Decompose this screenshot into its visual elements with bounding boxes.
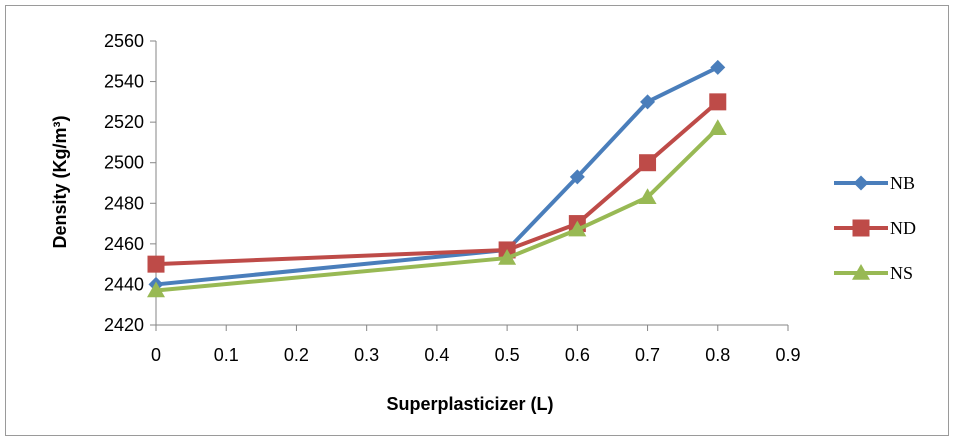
chart-frame <box>5 5 949 436</box>
series-nb <box>148 59 726 292</box>
data-point-nd <box>709 93 727 111</box>
x-tick-label: 0.7 <box>635 345 660 365</box>
legend-marker <box>853 175 869 191</box>
data-point-ns <box>498 249 517 265</box>
y-tick-label: 2440 <box>104 274 144 294</box>
x-tick-label: 0.2 <box>284 345 309 365</box>
x-tick-label: 0.9 <box>775 345 800 365</box>
legend-marker <box>852 219 870 237</box>
y-tick-label: 2500 <box>104 153 144 173</box>
data-point-ns <box>638 188 657 204</box>
y-tick-label: 2480 <box>104 193 144 213</box>
x-tick-label: 0.8 <box>705 345 730 365</box>
legend-item-nd: ND <box>834 218 916 238</box>
series-line-ns <box>155 126 720 293</box>
axes: 2420 2440 2460 2480 2500 2520 2540 2560 0 0.1 0.2 0… <box>104 31 801 365</box>
legend-item-nb: NB <box>834 173 915 193</box>
legend-item-ns: NS <box>834 263 913 283</box>
x-tick-label: 0.4 <box>424 345 449 365</box>
legend-label: NB <box>890 173 915 193</box>
series-line-nd <box>155 100 720 267</box>
legend: NB ND NS <box>834 173 916 283</box>
data-point-nd <box>147 255 165 273</box>
x-axis-title: Superplasticizer (L) <box>386 394 553 414</box>
x-tick-label: 0.5 <box>495 345 520 365</box>
data-point-nd <box>639 154 657 172</box>
y-tick-label: 2460 <box>104 234 144 254</box>
data-point-nb <box>569 169 585 185</box>
series-ns <box>147 119 727 298</box>
y-axis-title: Density (Kg/m³) <box>50 115 70 248</box>
series-layer <box>147 59 727 298</box>
data-point-nb <box>710 59 726 75</box>
data-point-nb <box>640 94 656 110</box>
y-tick-label: 2560 <box>104 31 144 51</box>
x-tick-label: 0.1 <box>214 345 239 365</box>
data-point-ns <box>568 220 587 237</box>
series-nd <box>147 93 727 273</box>
y-tick-label: 2420 <box>104 315 144 335</box>
legend-label: ND <box>890 218 916 238</box>
x-tick-label: 0.3 <box>354 345 379 365</box>
legend-marker <box>852 264 870 280</box>
y-tick-label: 2540 <box>104 72 144 92</box>
y-tick-label: 2520 <box>104 112 144 132</box>
legend-label: NS <box>890 263 913 283</box>
data-point-ns <box>147 281 165 298</box>
x-tick-label: 0 <box>151 345 161 365</box>
data-point-ns <box>708 119 727 135</box>
x-tick-label: 0.6 <box>565 345 590 365</box>
